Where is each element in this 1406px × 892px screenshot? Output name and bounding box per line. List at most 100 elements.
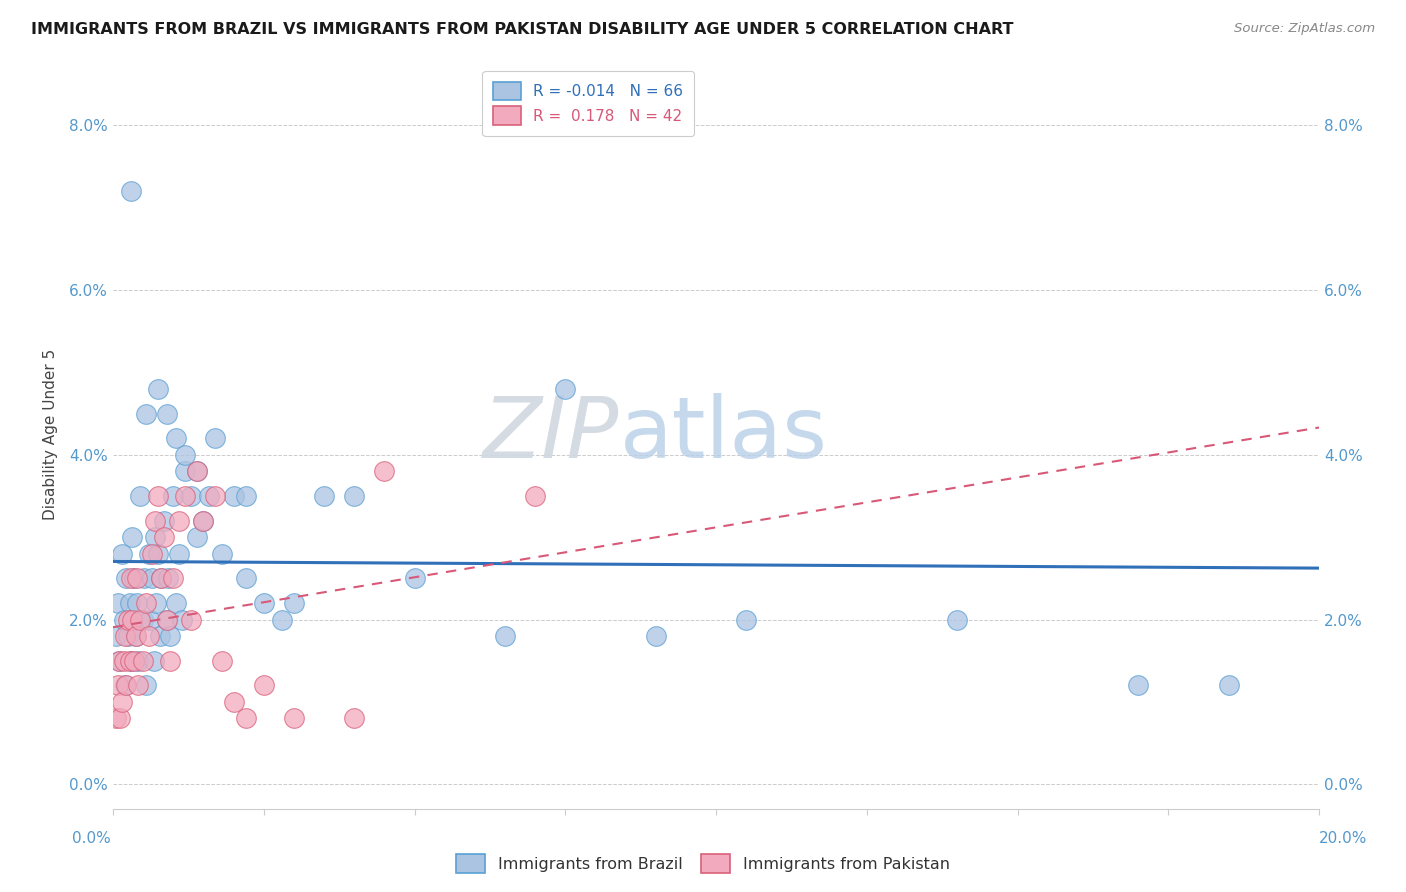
Point (143, 514, 166, 528)
Point (343, 489, 366, 503)
Point (156, 613, 179, 627)
Point (312, 489, 335, 503)
Point (524, 489, 547, 503)
Point (129, 489, 152, 503)
Point (138, 547, 160, 561)
Point (121, 530, 143, 544)
Point (104, 629, 127, 643)
Point (132, 654, 155, 668)
Point (138, 629, 160, 643)
Point (283, 596, 305, 610)
Point (122, 654, 145, 668)
Point (127, 678, 149, 692)
Text: 0.0%: 0.0% (72, 831, 111, 846)
Point (148, 382, 170, 396)
Point (120, 654, 142, 668)
Point (141, 571, 163, 585)
Point (644, 629, 666, 643)
Legend: R = -0.014   N = 66, R =  0.178   N = 42: R = -0.014 N = 66, R = 0.178 N = 42 (482, 71, 693, 136)
Point (143, 530, 166, 544)
Point (127, 596, 149, 610)
Point (735, 613, 758, 627)
Text: Source: ZipAtlas.com: Source: ZipAtlas.com (1234, 22, 1375, 36)
Point (343, 711, 366, 725)
Point (270, 613, 292, 627)
Point (121, 613, 143, 627)
Point (193, 514, 215, 528)
Point (180, 489, 202, 503)
Point (122, 571, 145, 585)
Point (204, 489, 226, 503)
Point (111, 695, 134, 709)
Point (186, 464, 208, 478)
Text: ZIP: ZIP (484, 392, 620, 475)
Point (946, 613, 969, 627)
Point (165, 596, 187, 610)
Point (134, 571, 156, 585)
Point (174, 464, 197, 478)
Point (150, 571, 173, 585)
Point (153, 530, 176, 544)
Point (1128, 678, 1150, 692)
Point (193, 514, 215, 528)
Point (198, 489, 221, 503)
Point (494, 629, 516, 643)
Point (127, 654, 149, 668)
Point (180, 613, 202, 627)
Point (135, 678, 157, 692)
Point (141, 547, 163, 561)
Point (211, 547, 233, 561)
Point (235, 571, 257, 585)
Point (174, 489, 197, 503)
Point (148, 489, 170, 503)
Point (115, 678, 138, 692)
Point (157, 571, 180, 585)
Point (125, 629, 148, 643)
Point (135, 596, 157, 610)
Point (162, 571, 184, 585)
Point (129, 613, 152, 627)
Point (186, 464, 208, 478)
Point (108, 654, 131, 668)
Point (114, 629, 136, 643)
Point (169, 547, 191, 561)
Point (169, 514, 191, 528)
Point (235, 711, 257, 725)
Point (111, 547, 134, 561)
Point (159, 629, 181, 643)
Point (148, 547, 170, 561)
Point (132, 613, 155, 627)
Point (117, 629, 139, 643)
Point (554, 382, 576, 396)
Point (283, 711, 305, 725)
Point (112, 654, 135, 668)
Point (127, 571, 149, 585)
Point (118, 654, 141, 668)
Point (174, 448, 197, 462)
Legend: Immigrants from Brazil, Immigrants from Pakistan: Immigrants from Brazil, Immigrants from … (450, 847, 956, 880)
Point (108, 654, 131, 668)
Point (253, 678, 276, 692)
Point (373, 464, 395, 478)
Point (139, 613, 162, 627)
Point (112, 613, 135, 627)
Point (156, 613, 179, 627)
Point (117, 613, 139, 627)
Point (120, 185, 142, 199)
Point (162, 489, 184, 503)
Point (150, 571, 173, 585)
Point (253, 596, 276, 610)
Point (135, 407, 157, 421)
Point (108, 711, 131, 725)
Text: IMMIGRANTS FROM BRAZIL VS IMMIGRANTS FROM PAKISTAN DISABILITY AGE UNDER 5 CORREL: IMMIGRANTS FROM BRAZIL VS IMMIGRANTS FRO… (31, 22, 1014, 37)
Point (107, 678, 129, 692)
Point (1218, 678, 1240, 692)
Point (118, 596, 141, 610)
Point (186, 530, 208, 544)
Point (156, 407, 179, 421)
Point (114, 678, 136, 692)
Point (149, 629, 172, 643)
Point (165, 432, 187, 446)
Point (104, 711, 127, 725)
Point (222, 695, 245, 709)
